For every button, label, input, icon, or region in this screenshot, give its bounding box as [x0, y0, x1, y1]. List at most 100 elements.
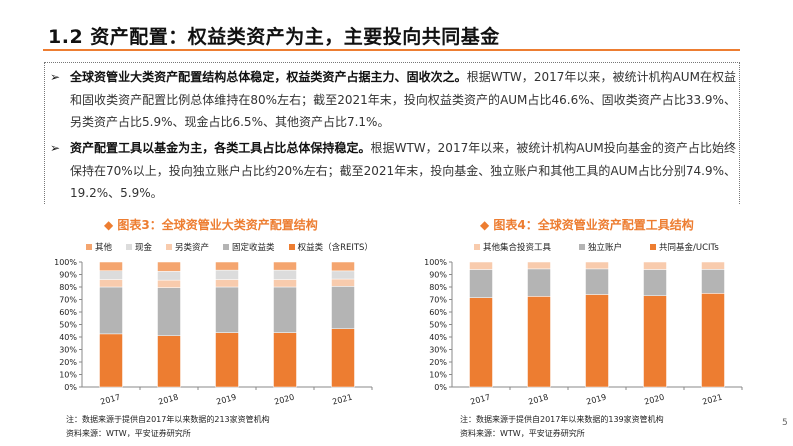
bar-segment — [469, 297, 493, 388]
bar-segment — [527, 296, 551, 388]
y-tick-label: 40% — [429, 333, 447, 342]
y-tick-label: 20% — [59, 358, 77, 367]
y-tick-label: 20% — [429, 358, 447, 367]
page-number: 5 — [782, 418, 788, 428]
bullet-allocation-tools: ➢ 资产配置工具以基金为主，各类工具占比总体保持稳定。根据WTW，2017年以来… — [50, 137, 736, 205]
bar-segment — [331, 270, 355, 280]
legend-item: 独立账户 — [579, 241, 622, 253]
legend-label: 共同基金/UCITs — [659, 243, 719, 253]
page-title: 1.2 资产配置：权益类资产为主，主要投向共同基金 — [48, 26, 500, 48]
y-tick-label: 40% — [59, 333, 77, 342]
chart3-legend: 其他 现金 另类资产 固定收益类 权益类（含REITS） — [86, 241, 373, 253]
y-tick-label: 60% — [429, 308, 447, 317]
bar-segment — [331, 261, 355, 272]
legend-label: 现金 — [135, 243, 153, 253]
chart3-note: 注：数据来源于提供自2017年以来数据的213家资管机构 — [66, 415, 270, 424]
bar-segment — [273, 332, 297, 388]
y-tick-label: 60% — [59, 308, 77, 317]
y-tick-label: 90% — [59, 271, 77, 280]
bar-segment — [527, 268, 551, 297]
legend-swatch — [288, 244, 295, 250]
chart4-legend: 其他集合投资工具 独立账户 共同基金/UCITs — [474, 241, 719, 253]
summary-box — [44, 62, 740, 204]
bar-segment — [331, 286, 355, 329]
legend-item: 固定收益类 — [223, 241, 275, 253]
legend-swatch — [86, 244, 92, 250]
x-tick-label: 2019 — [585, 393, 607, 407]
bar-segment — [585, 261, 609, 270]
bullet-heading: 资产配置工具以基金为主，各类工具占比总体保持稳定。 — [70, 141, 371, 155]
bar-segment — [701, 269, 725, 294]
y-tick-label: 50% — [429, 321, 447, 330]
y-tick-label: 10% — [59, 371, 77, 380]
x-tick-label: 2021 — [331, 393, 353, 407]
bar-segment — [273, 261, 297, 271]
legend-label: 权益类（含REITS） — [297, 243, 373, 253]
y-tick-label: 30% — [59, 346, 77, 355]
chart3-asset-allocation: 0% 10% 20% 30% 40% 50% 60% 70% 80% 90% 100% 2017 201… — [54, 258, 373, 407]
y-tick-label: 80% — [429, 283, 447, 292]
legend-label: 固定收益类 — [232, 243, 275, 253]
legend-swatch — [126, 244, 133, 250]
legend-swatch — [166, 244, 173, 250]
bar-segment — [215, 286, 239, 333]
x-tick-label: 2021 — [701, 393, 723, 407]
bar-segment — [273, 269, 297, 280]
x-tick-label: 2020 — [643, 393, 665, 407]
bar-segment — [331, 328, 355, 388]
bar-segment — [157, 335, 181, 388]
y-tick-label: 70% — [429, 296, 447, 305]
bullet-body: 根据WTW，2017年以来，被统计机构AUM投向基金的资产占比始终保持在70%以… — [70, 141, 736, 200]
x-tick-label: 2017 — [99, 393, 121, 407]
legend-item: 共同基金/UCITs — [650, 241, 719, 253]
chart4-title: ◆ 图表4：全球资管业资产配置工具结构 — [480, 218, 694, 232]
bar-segment — [469, 269, 493, 298]
bar-segment — [215, 332, 239, 388]
bar-segment — [99, 270, 123, 280]
bar-segment — [643, 261, 667, 270]
x-tick-label: 2018 — [527, 393, 549, 407]
bar-segment — [157, 271, 181, 281]
arrow-right-icon: ➢ — [50, 141, 61, 155]
legend-item: 其他 — [86, 241, 112, 253]
y-tick-label: 80% — [59, 283, 77, 292]
bar-segment — [157, 279, 181, 288]
legend-label: 另类资产 — [175, 243, 210, 253]
legend-item: 权益类（含REITS） — [288, 241, 373, 253]
bullet-heading: 全球资管业大类资产配置结构总体稳定，权益类资产占据主力、固收次之。 — [70, 70, 467, 84]
bar-segment — [157, 287, 181, 336]
bar-segment — [331, 278, 355, 287]
bar-segment — [157, 261, 181, 272]
title-divider — [43, 49, 740, 51]
bar-segment — [215, 279, 239, 288]
bar-segment — [215, 261, 239, 271]
x-tick-label: 2017 — [469, 393, 491, 407]
bullet-body: 根据WTW，2017年以来，被统计机构AUM在权益和固收类资产配置比例总体维持在… — [70, 70, 736, 129]
bar-segment — [99, 286, 123, 335]
bar-segment — [99, 279, 123, 288]
chart4-note: 注：数据来源于提供自2017年以来数据的139家资管机构 — [460, 415, 664, 424]
legend-label: 独立账户 — [588, 243, 623, 253]
y-tick-label: 0% — [434, 383, 447, 392]
chart4-tool-structure: 0% 10% 20% 30% 40% 50% 60% 70% 80% 90% 100% 2017 201… — [424, 258, 743, 407]
legend-swatch — [650, 244, 657, 250]
y-tick-label: 100% — [424, 258, 447, 267]
chart3-source: 资料来源：WTW，平安证券研究所 — [66, 429, 191, 438]
legend-swatch — [579, 244, 586, 250]
y-tick-label: 70% — [59, 296, 77, 305]
arrow-right-icon: ➢ — [50, 70, 61, 84]
y-tick-label: 30% — [429, 346, 447, 355]
bar-segment — [643, 269, 667, 296]
legend-swatch — [474, 244, 480, 250]
bar-segment — [215, 269, 239, 280]
x-tick-label: 2020 — [273, 393, 295, 407]
bar-segment — [643, 295, 667, 388]
y-tick-label: 0% — [64, 383, 77, 392]
legend-label: 其他集合投资工具 — [483, 243, 552, 253]
y-tick-label: 50% — [59, 321, 77, 330]
bar-segment — [273, 286, 297, 333]
legend-item: 其他集合投资工具 — [474, 241, 551, 253]
bar-segment — [585, 268, 609, 295]
bar-segment — [527, 261, 551, 270]
